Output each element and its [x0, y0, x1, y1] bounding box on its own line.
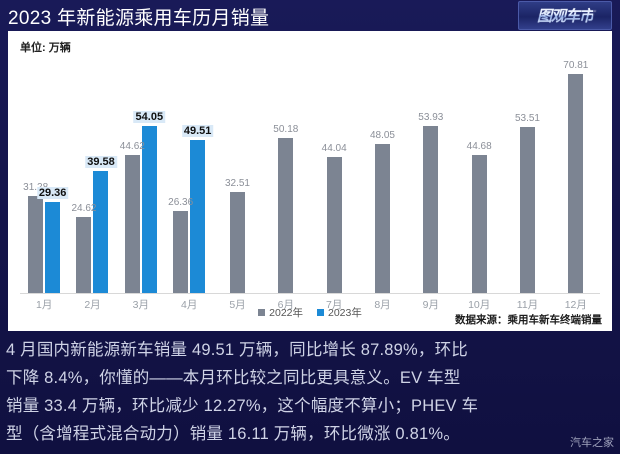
bar-2023: 39.58	[85, 155, 117, 293]
bar-2023: 29.36	[36, 187, 69, 293]
bar-value-label: 26.36	[168, 197, 194, 209]
source-note: 数据来源：乘用车新车终端销量	[455, 314, 602, 326]
x-axis-label: 11月	[516, 299, 539, 311]
bar-value-label: 54.05	[133, 110, 166, 123]
bar-value-label: 44.68	[466, 140, 492, 152]
bar-value-label: 32.51	[224, 178, 250, 190]
x-axis-label: 12月	[564, 299, 587, 311]
bar-value-label: 49.51	[181, 124, 214, 137]
brand-logo-text: 图观车市	[537, 5, 594, 26]
chart-legend: 2022年 2023年	[8, 305, 612, 320]
commentary-line-1: 4 月国内新能源新车销量 49.51 万辆，同比增长 87.89%，环比	[6, 341, 468, 359]
bar-2022: 53.93	[418, 112, 443, 293]
bar-2022: 24.62	[71, 203, 97, 293]
axis-baseline	[20, 293, 600, 294]
commentary-line-2: 下降 8.4%，你懂的——本月环比较之同比更具意义。EV 车型	[6, 369, 461, 387]
bar-2023: 49.51	[181, 124, 214, 293]
x-axis-label: 6月	[277, 299, 294, 311]
bar-group: 24.62 39.58	[68, 61, 117, 293]
bar-group: 50.18	[262, 61, 310, 293]
unit-label: 单位: 万辆	[20, 42, 71, 54]
x-axis-label: 1月	[35, 299, 53, 311]
bar-value-label: 44.04	[321, 142, 347, 154]
x-axis-label: 8月	[374, 299, 391, 311]
page-title: 2023 年新能源乘用车历月销量	[8, 8, 270, 29]
bar-value-label: 53.93	[418, 112, 444, 124]
x-axis-label: 5月	[229, 299, 246, 311]
bar-2022: 70.81	[563, 60, 588, 293]
bar-group: 70.81	[552, 60, 600, 293]
legend-swatch-icon	[258, 309, 266, 316]
x-axis-label: 2月	[84, 299, 101, 311]
bar-value-label: 50.18	[273, 123, 299, 135]
bar-2022: 48.05	[370, 130, 395, 293]
brand-logo: 图观车市	[518, 1, 612, 30]
bar-group: 44.62 54.05	[117, 61, 166, 293]
bar-chart-plot-area: 31.28 29.36 24.62 39.58 44.62 54.05 26.36 49.51…	[20, 60, 600, 293]
x-axis-label: 4月	[180, 299, 198, 311]
bar-2022: 53.51	[515, 113, 540, 293]
legend-label: 2023年	[328, 307, 362, 319]
legend-swatch-icon	[317, 309, 324, 316]
bar-value-label: 31.28	[23, 182, 49, 194]
bar-2022: 44.68	[467, 141, 492, 293]
bar-group: 44.04	[310, 61, 358, 293]
bar-group: 44.68	[455, 61, 503, 293]
bar-group: 31.28 29.36	[20, 61, 69, 293]
commentary-line-4: 型（含增程式混合动力）销量 16.11 万辆，环比微涨 0.81%。	[6, 425, 460, 443]
bar-2023: 54.05	[133, 110, 166, 293]
x-axis-label: 10月	[468, 299, 491, 311]
bar-value-label: 44.62	[119, 140, 145, 152]
x-axis-label: 9月	[422, 299, 439, 311]
legend-item: 2022年	[258, 305, 303, 320]
bar-group: 53.93	[407, 61, 455, 293]
legend-label: 2022年	[269, 307, 303, 319]
bar-group: 53.51	[503, 61, 551, 293]
x-axis-label: 7月	[325, 299, 343, 311]
bar-group: 26.36 49.51	[165, 61, 214, 293]
bar-value-label: 53.51	[514, 113, 540, 125]
bar-2022: 31.28	[23, 182, 48, 293]
bar-2022: 32.51	[225, 178, 250, 293]
commentary-line-3: 销量 33.4 万辆，环比减少 12.27%，这个幅度不算小；PHEV 车	[6, 397, 479, 415]
bar-value-label: 39.58	[85, 155, 117, 168]
bar-2022: 26.36	[168, 197, 193, 293]
header-bar: 2023 年新能源乘用车历月销量 图观车市	[0, 0, 620, 30]
x-axis-label: 3月	[132, 299, 149, 311]
site-watermark: 汽车之家	[570, 437, 614, 449]
legend-item: 2023年	[317, 305, 362, 320]
chart-panel: 单位: 万辆 31.28 29.36 24.62 39.58 44.62 54.05 26.…	[8, 31, 612, 331]
commentary-paragraph: 4 月国内新能源新车销量 49.51 万辆，同比增长 87.89%，环比 下降 …	[6, 336, 614, 448]
bar-2022: 44.04	[322, 143, 347, 293]
bar-value-label: 48.05	[369, 130, 395, 142]
bar-value-label: 29.36	[36, 187, 69, 200]
bar-group: 48.05	[358, 61, 406, 293]
bar-group: 32.51	[213, 61, 261, 293]
bar-2022: 44.62	[120, 141, 145, 293]
bar-value-label: 24.62	[71, 202, 97, 214]
bar-value-label: 70.81	[563, 59, 589, 71]
bar-2022: 50.18	[273, 124, 298, 293]
